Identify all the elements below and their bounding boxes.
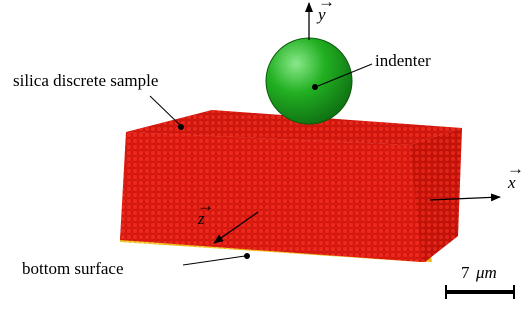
indenter-sphere xyxy=(265,37,353,125)
sample-label: silica discrete sample xyxy=(13,71,158,90)
indenter-leader-line xyxy=(317,63,373,87)
sample-leader-dot xyxy=(178,124,184,130)
scale-bar-value: 7 xyxy=(461,263,470,282)
x-axis-arrow xyxy=(429,193,501,202)
z-axis-label: z xyxy=(197,209,205,228)
y-axis-label: y xyxy=(316,5,326,24)
bottom-label: bottom surface xyxy=(22,259,124,278)
y-axis-vec: → xyxy=(318,0,335,11)
sample-side-grain xyxy=(410,128,462,262)
sample-front-grain xyxy=(120,132,422,262)
silica-sample xyxy=(120,110,462,262)
z-axis-arrow xyxy=(213,211,259,244)
indenter-label: indenter xyxy=(375,51,431,70)
sample-top-grain xyxy=(126,110,462,145)
bottom-leader-line xyxy=(182,255,246,266)
scale-bar-unit: μm xyxy=(475,263,497,282)
sample-leader-line xyxy=(149,95,182,127)
x-axis-vec: → xyxy=(507,159,524,178)
indenter-leader-dot xyxy=(312,84,318,90)
z-axis-vec: → xyxy=(197,196,214,215)
bottom-leader-dot xyxy=(244,253,250,259)
x-axis-label: x xyxy=(507,173,516,192)
